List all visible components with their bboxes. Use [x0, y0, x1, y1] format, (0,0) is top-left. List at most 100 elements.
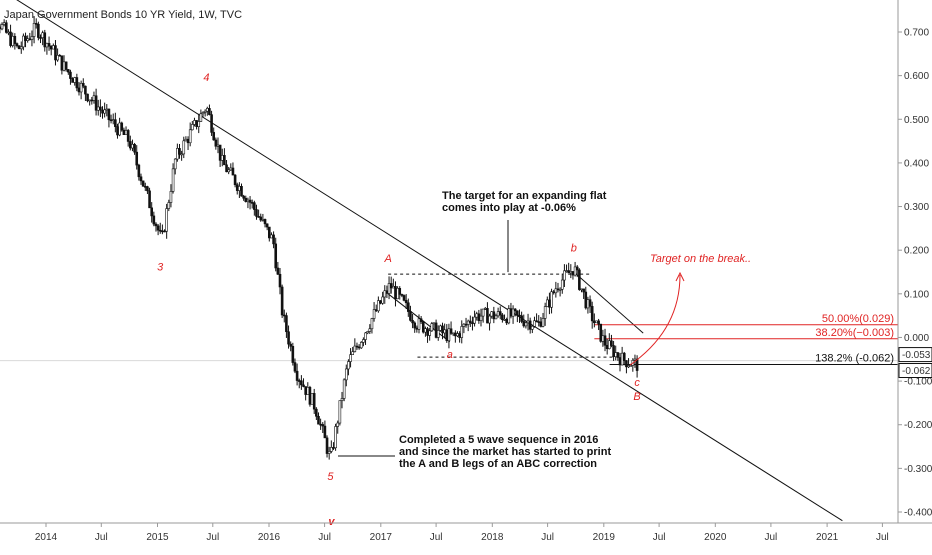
price-body [231, 167, 235, 176]
price-body [392, 286, 395, 289]
x-tick-label: 2015 [146, 532, 169, 543]
price-body [52, 45, 55, 50]
price-body [73, 77, 77, 83]
price-body [364, 332, 367, 340]
x-tick-label: 2014 [35, 532, 58, 543]
price-body [0, 24, 4, 30]
price-body [101, 109, 104, 114]
price-body [610, 340, 613, 346]
y-tick-label: 0.500 [904, 115, 929, 126]
price-body [47, 43, 51, 47]
price-body [588, 299, 592, 307]
price-body [216, 144, 220, 147]
fib-label: 138.2% (-0.062) [815, 353, 894, 365]
price-body [582, 288, 585, 293]
price-body [323, 425, 327, 439]
price-body [603, 335, 607, 346]
price-body [625, 360, 628, 368]
price-body [396, 287, 399, 300]
price-body [325, 437, 329, 454]
price-body [180, 153, 183, 156]
price-body [569, 271, 573, 274]
price-body [524, 322, 528, 327]
price-body [184, 138, 188, 142]
price-body [88, 99, 91, 102]
price-body [30, 36, 34, 40]
price-body [4, 22, 8, 33]
price-body [282, 314, 286, 317]
price-body [233, 174, 237, 186]
price-body [90, 99, 94, 102]
price-body [501, 314, 504, 320]
price-body [317, 415, 320, 425]
price-body [327, 451, 331, 454]
price-badge-label: -0.062 [902, 366, 931, 377]
price-body [126, 130, 130, 142]
price-body [595, 320, 598, 324]
price-body [616, 352, 620, 358]
price-body [541, 318, 545, 327]
price-body [516, 310, 519, 316]
price-body [400, 294, 404, 296]
x-axis: 2014 Jul 2015 Jul 2016 Jul 2017 Jul 2018 Jul 2019 J… [0, 522, 932, 543]
price-body [295, 370, 299, 381]
price-body [620, 352, 624, 366]
price-series [0, 16, 639, 460]
annotation-line: and since the market has started to prin… [399, 446, 611, 458]
x-tick-label: Jul [430, 532, 443, 543]
price-body [32, 23, 36, 37]
price-body [302, 384, 305, 387]
price-body [208, 108, 211, 115]
price-body [513, 308, 517, 312]
price-body [573, 266, 577, 276]
price-body [441, 325, 444, 334]
price-body [240, 186, 243, 197]
price-body [178, 148, 181, 155]
price-body [244, 197, 248, 202]
price-body [520, 315, 523, 322]
x-tick-label: Jul [653, 532, 666, 543]
price-body [120, 122, 124, 131]
x-tick-label: 2020 [704, 532, 727, 543]
price-body [571, 271, 575, 276]
price-body [280, 286, 284, 316]
price-body [471, 322, 474, 325]
price-body [107, 108, 111, 121]
y-tick-label: -0.100 [904, 377, 932, 388]
price-body [270, 234, 273, 239]
price-body [336, 422, 340, 427]
price-body [381, 296, 384, 304]
price-body [567, 270, 570, 274]
price-body [370, 318, 374, 330]
price-body [580, 288, 583, 291]
price-body [362, 339, 365, 343]
price-body [86, 93, 89, 102]
fib-levels: 50.00%(0.029) 38.20%(−0.003) 138.2% (-0.06… [594, 313, 898, 366]
price-body [278, 273, 282, 288]
price-body [124, 130, 128, 135]
price-body [229, 167, 233, 171]
price-body [103, 109, 106, 114]
price-body [152, 215, 156, 225]
price-body [7, 31, 10, 34]
price-badge [898, 363, 932, 379]
price-body [454, 332, 457, 337]
price-body [462, 323, 466, 327]
price-body [406, 302, 410, 312]
price-body [387, 283, 391, 294]
price-body [182, 140, 186, 155]
price-body [319, 423, 322, 426]
price-body [197, 121, 201, 127]
y-tick-label: 0.200 [904, 246, 929, 257]
price-body [195, 120, 198, 127]
price-body [597, 320, 600, 325]
fib-label: 50.00%(0.029) [822, 313, 894, 325]
price-body [372, 309, 376, 319]
x-tick-label: 2018 [481, 532, 504, 543]
price-body [45, 43, 49, 48]
price-body [306, 387, 310, 395]
price-body [586, 299, 590, 309]
long-downtrend-line [16, 0, 843, 522]
